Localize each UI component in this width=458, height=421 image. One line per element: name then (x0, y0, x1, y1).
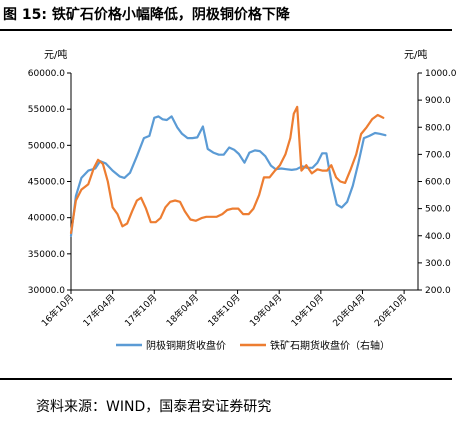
right-tick-label: 200.0 (425, 286, 451, 296)
source-note: 资料来源：WIND，国泰君安证券研究 (36, 399, 272, 415)
figure-title-text: 铁矿石价格小幅降低，阴极铜价格下降 (51, 7, 290, 23)
chart-series (69, 105, 387, 237)
x-tick-label: 17年04月 (80, 292, 117, 329)
right-tick-label: 700.0 (425, 150, 451, 160)
right-tick-label: 900.0 (425, 96, 451, 106)
right-tick-label: 600.0 (425, 178, 451, 188)
right-tick-label: 500.0 (425, 205, 451, 215)
left-tick-label: 60000.0 (28, 69, 65, 79)
left-axis-unit: 元/吨 (44, 48, 67, 61)
right-tick-label: 400.0 (425, 232, 451, 242)
x-tick-label: 19年04月 (247, 292, 284, 329)
x-tick-label: 17年10月 (122, 292, 159, 329)
x-tick-label: 19年10月 (289, 292, 326, 329)
left-tick-label: 35000.0 (28, 250, 65, 260)
figure-title: 图 15: 铁矿石价格小幅降低，阴极铜价格下降 (3, 4, 290, 24)
right-tick-label: 300.0 (425, 259, 451, 269)
right-tick-label: 1000.0 (425, 69, 457, 79)
x-tick-label: 18年04月 (164, 292, 201, 329)
left-tick-label: 30000.0 (28, 286, 65, 296)
x-tick-label: 18年10月 (205, 292, 242, 329)
right-axis-unit: 元/吨 (404, 48, 427, 61)
bottom-rule (0, 378, 452, 380)
dual-axis-line-chart: 30000.0 35000.0 40000.0 45000.0 50000.0 55000… (28, 48, 457, 352)
left-tick-label: 55000.0 (28, 105, 65, 115)
chart-axes: 30000.0 35000.0 40000.0 45000.0 50000.0 55000… (28, 48, 457, 329)
left-tick-label: 50000.0 (28, 141, 65, 151)
x-tick-label: 20年10月 (372, 292, 409, 329)
left-tick-label: 45000.0 (28, 178, 65, 188)
figure-label: 图 15: (3, 7, 47, 23)
chart-legend: 阴极铜期货收盘价 铁矿石期货收盘价（右轴） (116, 339, 390, 352)
legend-label-iron: 铁矿石期货收盘价（右轴） (270, 339, 390, 352)
top-rule (0, 29, 452, 31)
right-tick-label: 800.0 (425, 123, 451, 133)
x-tick-label: 16年10月 (39, 292, 76, 329)
legend-label-copper: 阴极铜期货收盘价 (146, 339, 226, 352)
left-tick-label: 40000.0 (28, 214, 65, 224)
x-tick-label: 20年04月 (330, 292, 367, 329)
copper-series-line (69, 115, 387, 237)
iron-series-line (69, 105, 385, 235)
